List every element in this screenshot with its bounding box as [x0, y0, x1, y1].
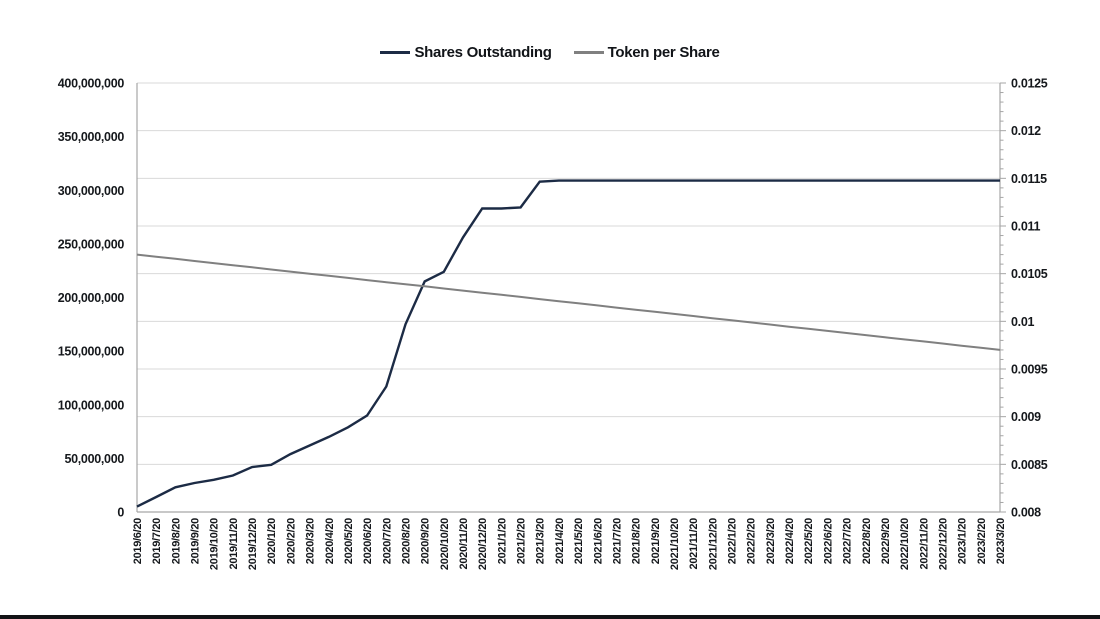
- slide-bottom-border: [0, 615, 1100, 619]
- x-axis-tick-label: 2023/3/20: [995, 518, 1007, 564]
- x-axis-tick-label: 2022/5/20: [803, 518, 815, 564]
- x-axis-tick-label: 2021/12/20: [707, 518, 719, 570]
- left-axis-tick-label: 350,000,000: [58, 130, 125, 144]
- x-axis-tick-label: 2022/12/20: [937, 518, 949, 570]
- x-axis-tick-label: 2021/11/20: [688, 518, 700, 570]
- x-axis-tick-label: 2020/3/20: [305, 518, 317, 564]
- right-axis-tick-label: 0.0105: [1011, 267, 1048, 281]
- x-axis-tick-label: 2021/1/20: [496, 518, 508, 564]
- x-axis-tick-label: 2020/12/20: [477, 518, 489, 570]
- right-axis-tick-label: 0.008: [1011, 506, 1041, 520]
- x-axis-tick-label: 2022/6/20: [822, 518, 834, 564]
- x-axis-tick-label: 2022/9/20: [880, 518, 892, 564]
- x-axis-tick-label: 2021/4/20: [554, 518, 566, 564]
- x-axis-tick-label: 2020/9/20: [420, 518, 432, 564]
- right-axis-tick-label: 0.0085: [1011, 458, 1048, 472]
- x-axis-tick-label: 2021/8/20: [631, 518, 643, 564]
- right-axis-tick-label: 0.0125: [1011, 77, 1048, 91]
- x-axis-tick-label: 2020/8/20: [400, 518, 412, 564]
- legend-item-token-per-share: Token per Share: [573, 44, 720, 61]
- x-axis-tick-label: 2020/4/20: [324, 518, 336, 564]
- x-axis-tick-label: 2019/6/20: [132, 518, 144, 564]
- legend-label-token: Token per Share: [607, 44, 720, 61]
- x-axis-tick-label: 2021/2/20: [516, 518, 528, 564]
- left-axis-tick-label: 200,000,000: [58, 291, 125, 305]
- left-axis-tick-label: 400,000,000: [58, 77, 125, 91]
- legend-item-shares-outstanding: Shares Outstanding: [380, 44, 552, 61]
- x-axis-tick-label: 2022/1/20: [727, 518, 739, 564]
- x-axis-tick-label: 2020/1/20: [266, 518, 278, 564]
- left-axis-tick-label: 100,000,000: [58, 398, 125, 412]
- left-axis-tick-label: 300,000,000: [58, 184, 125, 198]
- x-axis-tick-label: 2022/11/20: [918, 518, 930, 570]
- left-axis-tick-label: 150,000,000: [58, 345, 125, 359]
- x-axis-tick-label: 2019/9/20: [190, 518, 202, 564]
- legend-line-swatch-token: [573, 51, 604, 54]
- left-axis-tick-label: 0: [117, 506, 124, 520]
- x-axis-tick-label: 2019/7/20: [151, 518, 163, 564]
- right-axis-tick-label: 0.01: [1011, 315, 1034, 329]
- x-axis-tick-label: 2022/4/20: [784, 518, 796, 564]
- x-axis-tick-label: 2022/7/20: [842, 518, 854, 564]
- left-axis-tick-label: 50,000,000: [64, 452, 124, 466]
- x-axis-tick-label: 2019/12/20: [247, 518, 259, 570]
- x-axis-tick-label: 2023/1/20: [957, 518, 969, 564]
- right-axis-tick-label: 0.011: [1011, 220, 1040, 234]
- x-axis-tick-label: 2021/9/20: [650, 518, 662, 564]
- series-line-token-per-share: [136, 253, 1001, 351]
- x-axis-tick-label: 2019/8/20: [170, 518, 182, 564]
- x-axis-tick-label: 2019/11/20: [228, 518, 240, 570]
- x-axis-tick-label: 2022/3/20: [765, 518, 777, 564]
- x-axis-tick-label: 2023/2/20: [976, 518, 988, 564]
- x-axis-tick-label: 2021/10/20: [669, 518, 681, 570]
- legend-line-swatch-shares: [380, 51, 411, 54]
- right-axis-tick-label: 0.012: [1011, 124, 1041, 138]
- x-axis-tick-label: 2020/7/20: [381, 518, 393, 564]
- x-axis-tick-label: 2021/7/20: [611, 518, 623, 564]
- x-axis-tick-label: 2019/10/20: [209, 518, 221, 570]
- left-axis-tick-label: 250,000,000: [58, 237, 125, 251]
- x-axis-tick-label: 2022/2/20: [746, 518, 758, 564]
- right-axis-tick-label: 0.0095: [1011, 363, 1048, 377]
- right-axis-tick-label: 0.009: [1011, 410, 1041, 424]
- x-axis-tick-label: 2021/6/20: [592, 518, 604, 564]
- x-axis-tick-label: 2022/10/20: [899, 518, 911, 570]
- x-axis-tick-label: 2022/8/20: [861, 518, 873, 564]
- x-axis-tick-label: 2020/5/20: [343, 518, 355, 564]
- x-axis-tick-label: 2020/10/20: [439, 518, 451, 570]
- chart-legend: Shares Outstanding Token per Share: [0, 44, 1100, 61]
- x-axis-tick-label: 2021/5/20: [573, 518, 585, 564]
- series-line-shares-outstanding: [136, 179, 1000, 508]
- legend-label-shares: Shares Outstanding: [414, 44, 552, 61]
- right-axis-tick-label: 0.0115: [1011, 172, 1047, 186]
- x-axis-tick-label: 2020/2/20: [285, 518, 297, 564]
- x-axis-tick-label: 2021/3/20: [535, 518, 547, 564]
- x-axis-tick-label: 2020/6/20: [362, 518, 374, 564]
- x-axis-tick-label: 2020/11/20: [458, 518, 470, 570]
